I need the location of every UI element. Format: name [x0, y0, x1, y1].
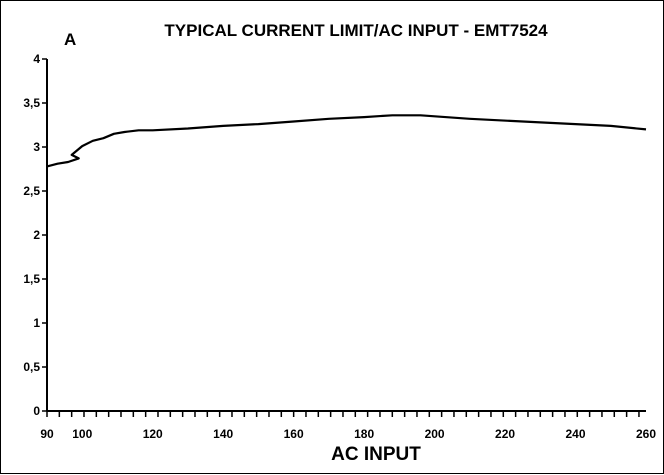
- x-tick-label: 180: [354, 427, 374, 441]
- axes: [46, 59, 646, 412]
- series-group: [46, 114, 647, 168]
- x-tick-label: 140: [213, 427, 233, 441]
- x-tick-label: 260: [636, 427, 656, 441]
- y-tick-label: 2,5: [23, 184, 40, 198]
- x-ticks: 90 100 120 140 160 180 200 220 240 260: [40, 411, 656, 441]
- x-tick-label: 120: [143, 427, 163, 441]
- x-tick-label: 220: [495, 427, 515, 441]
- y-tick-label: 1: [33, 316, 40, 330]
- x-tick-label: 200: [425, 427, 445, 441]
- y-tick-label: 3: [33, 140, 40, 154]
- x-tick-label: 100: [72, 427, 92, 441]
- x-tick-label: 240: [566, 427, 586, 441]
- series-line: [46, 114, 647, 168]
- y-ticks: 0 0,5 1 1,5 2 2,5 3 3,5 4: [23, 52, 47, 418]
- y-tick-label: 0: [33, 404, 40, 418]
- x-tick-label: 90: [40, 427, 54, 441]
- y-axis-label: A: [64, 30, 76, 49]
- y-tick-label: 0,5: [23, 360, 40, 374]
- y-tick-label: 1,5: [23, 272, 40, 286]
- y-tick-label: 3,5: [23, 96, 40, 110]
- y-tick-label: 4: [33, 52, 40, 66]
- y-tick-label: 2: [33, 228, 40, 242]
- x-tick-label: 160: [284, 427, 304, 441]
- x-axis-label: AC INPUT: [331, 444, 421, 465]
- chart-title: TYPICAL CURRENT LIMIT/AC INPUT - EMT7524: [164, 21, 548, 40]
